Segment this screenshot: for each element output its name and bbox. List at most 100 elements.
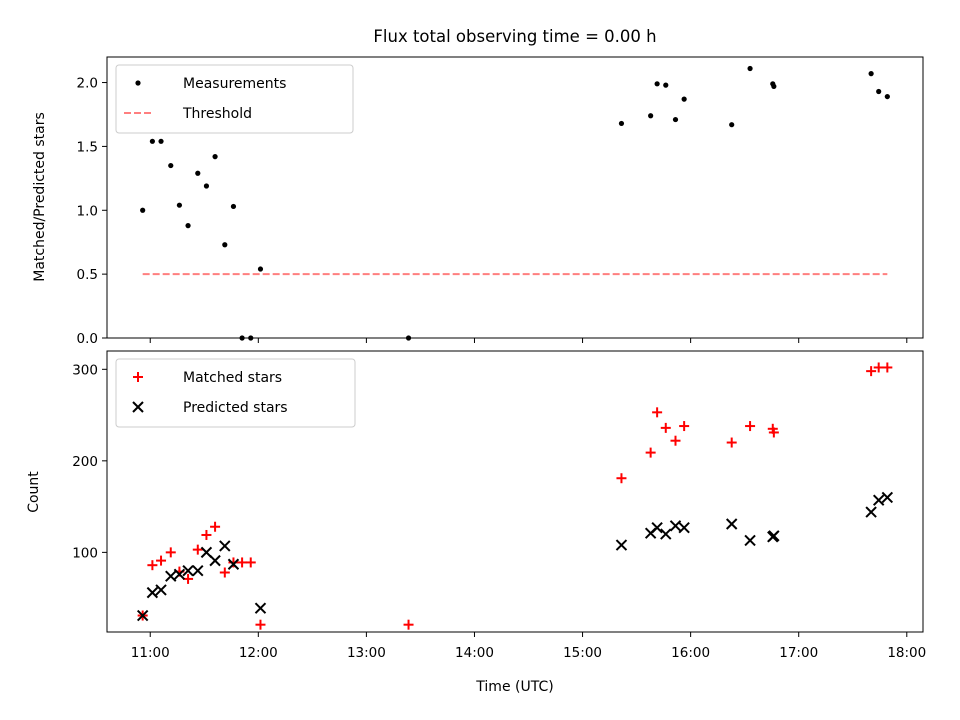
matched-stars-point bbox=[616, 473, 627, 484]
measurements-point bbox=[868, 71, 874, 77]
x-tick-label: 12:00 bbox=[239, 645, 278, 661]
measurements-point bbox=[618, 120, 625, 127]
predicted-stars-point bbox=[660, 528, 672, 540]
predicted-stars-point-b bbox=[155, 584, 167, 596]
matched-stars-point bbox=[156, 555, 167, 566]
matched-stars-point bbox=[403, 619, 414, 630]
x-tick-label: 11:00 bbox=[131, 645, 170, 661]
predicted-stars-point bbox=[182, 564, 194, 577]
predicted-stars-point bbox=[200, 546, 213, 559]
predicted-stars-point bbox=[155, 584, 167, 596]
measurements-point bbox=[876, 88, 882, 95]
measurements-point bbox=[168, 162, 174, 169]
matched-stars-point bbox=[726, 437, 737, 448]
measurements-point bbox=[672, 116, 679, 123]
matched-stars-point bbox=[192, 544, 203, 555]
legend-box bbox=[115, 358, 356, 428]
predicted-stars-legend-swatch-b bbox=[132, 401, 144, 413]
predicted-stars-legend-swatch bbox=[132, 401, 144, 413]
x-tick-label: 13:00 bbox=[347, 645, 386, 661]
measurements-point bbox=[681, 96, 687, 102]
matched-stars-point bbox=[210, 521, 221, 532]
predicted-stars-point-b bbox=[865, 506, 877, 518]
predicted-stars-point bbox=[678, 521, 690, 534]
matched-stars-point bbox=[679, 421, 690, 432]
predicted-stars-point bbox=[173, 568, 186, 581]
matched-stars-point bbox=[652, 407, 663, 418]
matched-stars-point bbox=[147, 560, 158, 571]
measurements-point bbox=[257, 266, 264, 272]
flux-ratio-plot-area bbox=[140, 65, 890, 341]
flux-ratio-legend: Measurements Threshold bbox=[115, 64, 354, 134]
predicted-stars-point-b bbox=[669, 520, 682, 532]
predicted-stars-point bbox=[192, 564, 204, 577]
y-tick-label: 0.0 bbox=[77, 331, 98, 347]
matched-stars-point bbox=[201, 529, 212, 540]
y-tick-label: 1.0 bbox=[77, 203, 98, 219]
x-tick-label: 14:00 bbox=[455, 645, 494, 661]
x-tick-label: 16:00 bbox=[671, 645, 710, 661]
x-tick-label: 17:00 bbox=[779, 645, 818, 661]
predicted-stars-point bbox=[209, 554, 221, 567]
matched-stars-legend-label: Matched stars bbox=[183, 370, 282, 386]
measurements-point bbox=[203, 183, 210, 189]
predicted-stars-point-b bbox=[615, 539, 628, 551]
measurements-point bbox=[230, 203, 237, 210]
measurements-point bbox=[140, 207, 146, 213]
measurements-point bbox=[884, 93, 890, 100]
measurements-point bbox=[176, 202, 183, 208]
predicted-stars-point bbox=[615, 539, 628, 551]
predicted-stars-point-b bbox=[678, 521, 690, 534]
predicted-stars-point bbox=[725, 518, 738, 530]
predicted-stars-point-b bbox=[209, 554, 221, 567]
threshold-legend-label: Threshold bbox=[182, 106, 252, 122]
predicted-stars-point-b bbox=[768, 530, 780, 542]
flux-ratio-ticks: 0.0 0.5 1.0 1.5 2.0 bbox=[77, 76, 908, 347]
measurements-point bbox=[212, 154, 218, 160]
matched-stars-point bbox=[645, 447, 656, 458]
star-count-panel: 100 200 300 11:00 12:00 13:00 14:00 15:00 16:00 1… bbox=[26, 350, 926, 695]
predicted-stars-point-b bbox=[165, 570, 177, 582]
x-tick-label: 18:00 bbox=[887, 645, 926, 661]
matched-stars-point bbox=[245, 557, 256, 568]
matched-stars-point bbox=[255, 619, 266, 630]
measurements-legend-label: Measurements bbox=[183, 76, 286, 92]
predicted-stars-point bbox=[165, 570, 177, 582]
predicted-stars-point-b bbox=[725, 518, 738, 530]
predicted-stars-point bbox=[146, 586, 159, 599]
measurements-point bbox=[654, 81, 660, 87]
predicted-stars-point-b bbox=[881, 491, 894, 504]
measurements-point bbox=[185, 223, 191, 229]
predicted-stars-point-b bbox=[173, 568, 186, 581]
predicted-stars-point-b bbox=[192, 564, 204, 577]
y-tick-label: 0.5 bbox=[77, 267, 98, 283]
measurements-point bbox=[195, 170, 201, 176]
measurements-point bbox=[663, 82, 669, 88]
measurements-point bbox=[729, 122, 735, 128]
star-count-legend: Matched stars Predicted stars bbox=[115, 358, 356, 428]
y-axis-label-ratio: Matched/Predicted stars bbox=[32, 112, 48, 282]
predicted-stars-legend-label: Predicted stars bbox=[183, 400, 288, 416]
predicted-stars-point-b bbox=[146, 586, 159, 599]
matched-stars-point bbox=[866, 366, 877, 377]
measurements-legend-swatch bbox=[135, 80, 141, 86]
star-count-ticks: 100 200 300 11:00 12:00 13:00 14:00 15:00 16:00 1… bbox=[72, 362, 926, 661]
y-tick-label: 300 bbox=[72, 362, 98, 378]
predicted-stars-point bbox=[219, 540, 231, 552]
legend-box bbox=[115, 64, 354, 134]
y-tick-label: 100 bbox=[72, 545, 98, 561]
predicted-stars-point-b bbox=[660, 528, 672, 540]
matched-stars-point bbox=[670, 435, 681, 446]
predicted-stars-point-b bbox=[200, 546, 213, 559]
measurements-point bbox=[747, 65, 753, 72]
predicted-stars-point-b bbox=[254, 602, 267, 614]
predicted-stars-point-b bbox=[219, 540, 231, 552]
x-tick-label: 15:00 bbox=[563, 645, 602, 661]
predicted-stars-point-b bbox=[744, 534, 756, 547]
matched-stars-point bbox=[768, 427, 779, 438]
predicted-stars-point bbox=[881, 491, 894, 504]
predicted-stars-point bbox=[872, 494, 885, 506]
star-count-axes-frame bbox=[106, 350, 924, 633]
matched-stars-point bbox=[873, 362, 884, 373]
matched-stars-point bbox=[219, 567, 230, 578]
